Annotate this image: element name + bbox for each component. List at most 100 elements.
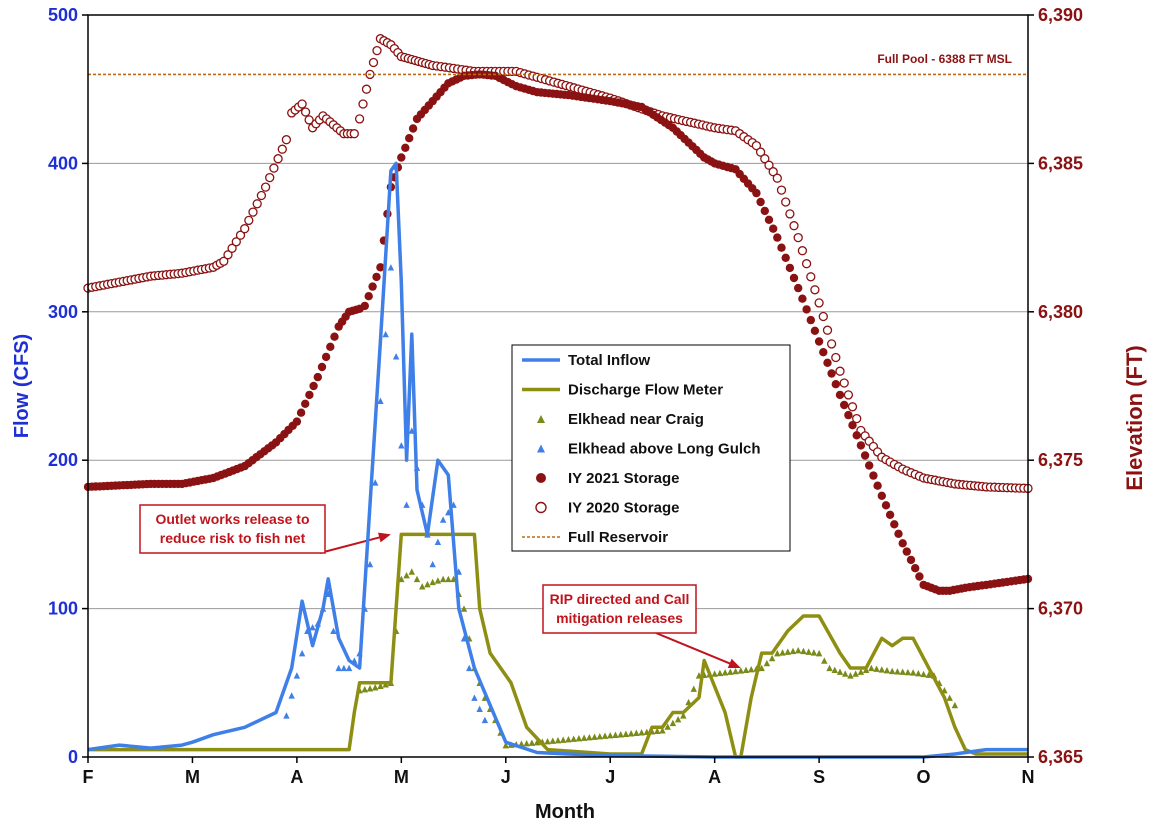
- point-storage2021: [844, 410, 853, 420]
- y-tick-label: 0: [68, 747, 78, 767]
- legend-item-inflow: Total Inflow: [522, 352, 651, 369]
- point-longgulch: [345, 664, 353, 672]
- point-craig: [612, 731, 619, 738]
- point-craig: [899, 668, 906, 675]
- point-craig: [847, 672, 854, 679]
- point-storage2021: [915, 572, 924, 581]
- point-storage2021: [401, 143, 410, 152]
- legend-label: Elkhead above Long Gulch: [568, 441, 761, 458]
- point-craig: [868, 664, 875, 672]
- point-longgulch: [392, 353, 400, 360]
- point-storage2021: [756, 197, 765, 207]
- point-storage2020: [297, 99, 307, 109]
- point-storage2020: [760, 154, 770, 164]
- point-storage2020: [235, 230, 246, 240]
- series-layer: [83, 34, 1033, 759]
- y-axis-title: Flow (CFS): [11, 334, 33, 438]
- point-craig: [664, 723, 671, 730]
- annotation-box: [542, 584, 697, 634]
- point-storage2021: [360, 301, 369, 311]
- series-inflow: [87, 161, 1028, 759]
- point-storage2020: [252, 199, 262, 209]
- y2-tick-label: 6,370: [1038, 599, 1083, 619]
- point-craig: [408, 568, 415, 575]
- point-storage2020: [776, 185, 787, 195]
- point-longgulch: [377, 397, 384, 405]
- point-longgulch: [429, 560, 436, 568]
- point-craig: [889, 667, 896, 675]
- legend-swatch: [536, 473, 546, 483]
- point-storage2021: [405, 134, 414, 143]
- point-craig: [528, 739, 536, 746]
- point-longgulch: [288, 692, 295, 699]
- point-storage2021: [408, 124, 418, 133]
- point-storage2021: [296, 408, 306, 417]
- point-storage2020: [822, 325, 833, 335]
- point-storage2020: [852, 413, 862, 424]
- point-storage2021: [865, 461, 874, 470]
- point-storage2021: [906, 555, 916, 565]
- legend-items: Total Inflow Discharge Flow Meter Elkhead …: [522, 352, 761, 546]
- point-storage2021: [397, 153, 406, 162]
- legend-item-storage2021: IY 2021 Storage: [536, 470, 679, 487]
- legend: Total Inflow Discharge Flow Meter Elkhead …: [511, 344, 791, 552]
- point-craig: [831, 666, 838, 674]
- point-storage2020: [227, 243, 237, 253]
- point-storage2021: [368, 282, 377, 291]
- y2-tick-label: 6,365: [1038, 747, 1083, 767]
- annotations: Outlet works release to reduce risk to fi…: [139, 504, 697, 634]
- point-craig: [873, 665, 880, 672]
- point-storage2021: [309, 381, 318, 391]
- point-craig: [607, 732, 614, 739]
- point-storage2020: [814, 298, 824, 308]
- point-craig: [460, 605, 468, 612]
- point-storage2021: [819, 348, 828, 357]
- point-craig: [580, 734, 588, 741]
- point-storage2020: [751, 140, 762, 151]
- point-longgulch: [293, 672, 301, 679]
- annotation-text: RIP directed and Call: [550, 591, 690, 607]
- point-craig: [925, 671, 932, 678]
- y2-tick-label: 6,380: [1038, 302, 1083, 322]
- point-storage2021: [902, 547, 911, 556]
- legend-item-craig: Elkhead near Craig: [537, 411, 704, 428]
- point-craig: [789, 647, 797, 655]
- point-storage2021: [881, 501, 891, 510]
- point-storage2020: [361, 84, 372, 94]
- point-storage2020: [772, 173, 782, 183]
- point-storage2021: [869, 471, 878, 480]
- annotation-arrowhead: [378, 532, 391, 543]
- point-storage2020: [847, 402, 858, 412]
- point-longgulch: [382, 330, 389, 338]
- point-craig: [690, 685, 697, 692]
- point-craig: [413, 575, 421, 583]
- point-craig: [821, 657, 828, 664]
- point-craig: [758, 664, 765, 672]
- point-craig: [716, 669, 724, 677]
- point-storage2021: [798, 294, 807, 303]
- point-storage2020: [755, 147, 766, 157]
- point-storage2021: [769, 224, 778, 233]
- annotation-2: RIP directed and Call mitigation releases: [542, 584, 697, 634]
- point-craig: [946, 694, 953, 701]
- point-craig: [549, 737, 556, 744]
- point-storage2021: [835, 390, 845, 400]
- point-storage2020: [789, 221, 799, 231]
- point-storage2021: [911, 564, 920, 573]
- x-tick-label: F: [83, 767, 94, 787]
- y2-tick-label: 6,375: [1038, 450, 1083, 470]
- point-craig: [810, 649, 818, 656]
- point-storage2021: [777, 243, 786, 252]
- point-storage2021: [752, 188, 761, 198]
- point-craig: [403, 572, 410, 579]
- legend-swatch: [535, 501, 547, 514]
- annotation-1: Outlet works release to reduce risk to fi…: [139, 504, 326, 554]
- point-craig: [774, 649, 781, 657]
- x-tick-label: M: [185, 767, 200, 787]
- point-storage2021: [823, 358, 832, 367]
- x-tick-label: A: [290, 767, 303, 787]
- point-storage2021: [877, 491, 886, 500]
- point-storage2021: [794, 283, 803, 293]
- annotation-arrow: [319, 535, 383, 554]
- point-craig: [434, 577, 442, 584]
